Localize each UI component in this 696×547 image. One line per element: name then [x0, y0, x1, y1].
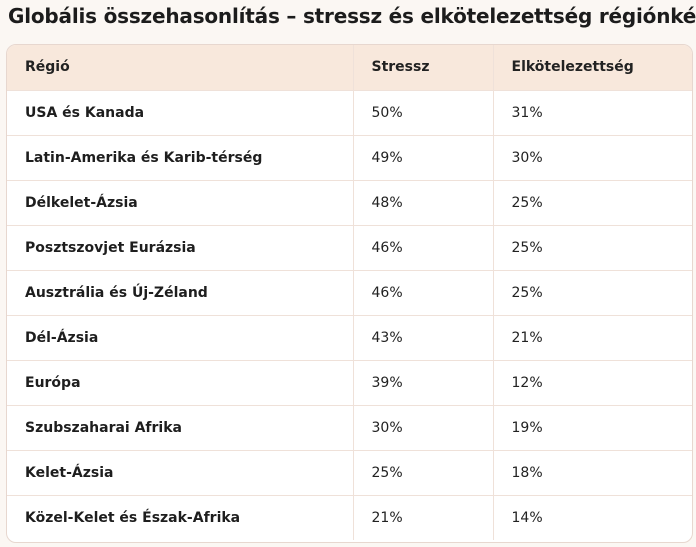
- page-title: Globális összehasonlítás – stressz és el…: [8, 4, 696, 28]
- region-cell: Posztszovjet Eurázsia: [7, 225, 354, 271]
- stress-cell: 46%: [353, 225, 494, 271]
- header-region: Régió: [7, 45, 354, 91]
- stress-cell: 46%: [353, 270, 494, 316]
- table-row: USA és Kanada 50% 31%: [7, 90, 692, 136]
- region-cell: Délkelet-Ázsia: [7, 180, 354, 226]
- engagement-cell: 25%: [493, 225, 692, 271]
- table-body: USA és Kanada 50% 31% Latin-Amerika és K…: [7, 90, 692, 540]
- region-cell: Ausztrália és Új-Zéland: [7, 270, 354, 316]
- stress-cell: 30%: [353, 405, 494, 451]
- comparison-table: Régió Stressz Elkötelezettség USA és Kan…: [7, 45, 692, 540]
- table-row: Szubszaharai Afrika 30% 19%: [7, 405, 692, 451]
- table-header: Régió Stressz Elkötelezettség: [7, 45, 692, 91]
- stress-cell: 25%: [353, 450, 494, 496]
- engagement-cell: 31%: [493, 90, 692, 136]
- region-cell: Kelet-Ázsia: [7, 450, 354, 496]
- engagement-cell: 30%: [493, 135, 692, 181]
- table-row: Ausztrália és Új-Zéland 46% 25%: [7, 270, 692, 316]
- engagement-cell: 12%: [493, 360, 692, 406]
- engagement-cell: 18%: [493, 450, 692, 496]
- region-cell: Szubszaharai Afrika: [7, 405, 354, 451]
- engagement-cell: 21%: [493, 315, 692, 361]
- stress-cell: 21%: [353, 495, 494, 540]
- region-cell: Európa: [7, 360, 354, 406]
- engagement-cell: 19%: [493, 405, 692, 451]
- table-row: Dél-Ázsia 43% 21%: [7, 315, 692, 361]
- region-cell: Közel-Kelet és Észak-Afrika: [7, 495, 354, 540]
- stress-cell: 49%: [353, 135, 494, 181]
- engagement-cell: 14%: [511, 509, 543, 526]
- stress-cell: 39%: [353, 360, 494, 406]
- header-row: Régió Stressz Elkötelezettség: [7, 45, 692, 91]
- header-engagement: Elkötelezettség: [493, 45, 692, 91]
- table-row: Közel-Kelet és Észak-Afrika 21% 14%: [7, 495, 692, 540]
- engagement-cell: 25%: [493, 270, 692, 316]
- table-row: Posztszovjet Eurázsia 46% 25%: [7, 225, 692, 271]
- stress-cell: 43%: [353, 315, 494, 361]
- table-row: Délkelet-Ázsia 48% 25%: [7, 180, 692, 226]
- comparison-table-container: Régió Stressz Elkötelezettség USA és Kan…: [6, 44, 693, 543]
- table-row: Európa 39% 12%: [7, 360, 692, 406]
- region-cell: Dél-Ázsia: [7, 315, 354, 361]
- engagement-cell: 25%: [493, 180, 692, 226]
- stress-cell: 48%: [353, 180, 494, 226]
- stress-cell: 50%: [353, 90, 494, 136]
- header-stress: Stressz: [353, 45, 494, 91]
- table-row: Latin-Amerika és Karib-térség 49% 30%: [7, 135, 692, 181]
- region-cell: USA és Kanada: [7, 90, 354, 136]
- region-cell: Latin-Amerika és Karib-térség: [7, 135, 354, 181]
- table-row: Kelet-Ázsia 25% 18%: [7, 450, 692, 496]
